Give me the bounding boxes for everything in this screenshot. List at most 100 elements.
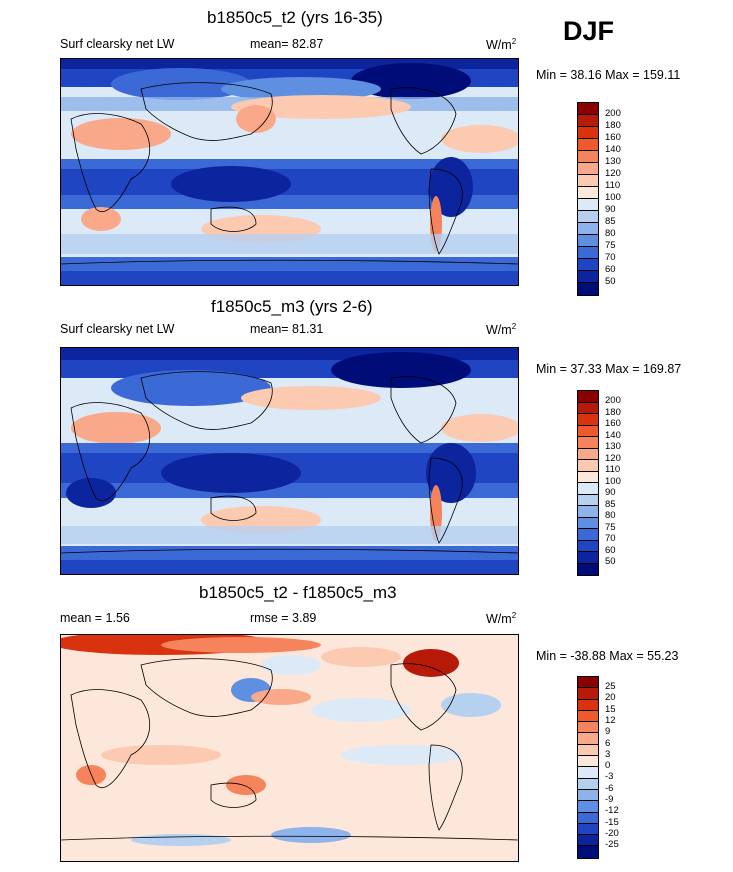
panel1-colorbar-swatch — [578, 127, 598, 139]
panel3-colorbar-tick: -3 — [605, 771, 614, 783]
panel1-colorbar-swatch — [578, 247, 598, 259]
panel1-colorbar-swatch — [578, 139, 598, 151]
panel1-mean-label: mean= 82.87 — [250, 37, 324, 51]
panel3-colorbar-swatch — [578, 722, 598, 734]
panel1-colorbar-swatch — [578, 115, 598, 127]
panel2-colorbar-swatch — [578, 471, 598, 483]
panel2-colorbar-swatch — [578, 402, 598, 414]
panel2-colorbar-swatch — [578, 414, 598, 426]
panel1-colorbar-tick: 90 — [605, 204, 616, 215]
panel1-colorbar-swatch — [578, 271, 598, 283]
panel2-colorbar-tick: 70 — [605, 533, 616, 544]
panel2-colorbar-swatch — [578, 437, 598, 449]
panel3-title: b1850c5_t2 - f1850c5_m3 — [199, 583, 397, 602]
panel2-colorbar-swatch — [578, 529, 598, 541]
panel3-colorbar-tick: 20 — [605, 692, 616, 704]
panel2-colorbar-swatch — [578, 448, 598, 460]
panel3-colorbar-tick: 0 — [605, 760, 611, 772]
panel2-colorbar — [577, 390, 599, 576]
panel1-colorbar-tick: 50 — [605, 276, 616, 287]
panel2-map — [60, 347, 519, 575]
panel2-colorbar-tick: 140 — [605, 429, 621, 441]
panel1-colorbar-tick: 70 — [605, 252, 616, 263]
panel1-colorbar-swatch — [578, 259, 598, 271]
panel2-colorbar-tick: 90 — [605, 487, 616, 498]
panel3-colorbar-swatch — [578, 767, 598, 779]
panel1-colorbar-swatch — [578, 199, 598, 211]
panel3-colorbar-swatch — [578, 677, 598, 689]
panel1-colorbar-tick: 120 — [605, 168, 621, 179]
panel2-colorbar-tick: 75 — [605, 521, 616, 533]
panel3-colorbar-swatch — [578, 778, 598, 790]
panel1-colorbar-swatch — [578, 211, 598, 223]
panel1-colorbar-swatch — [578, 283, 598, 295]
panel1-minmax: Min = 38.16 Max = 159.11 — [536, 68, 681, 82]
panel1-colorbar-swatch — [578, 223, 598, 235]
panel1-colorbar-swatch — [578, 163, 598, 175]
panel2-minmax: Min = 37.33 Max = 169.87 — [536, 362, 682, 376]
panel1-colorbar-tick: 130 — [605, 156, 621, 167]
panel3-colorbar-swatch — [578, 688, 598, 700]
panel1-colorbar-tick: 75 — [605, 240, 616, 251]
panel1-map — [60, 58, 519, 286]
panel3-colorbar-swatch — [578, 835, 598, 847]
panel3-colorbar-tick: -15 — [605, 816, 619, 828]
panel3-colorbar-tick: 15 — [605, 703, 616, 715]
panel3-mean-label: mean = 1.56 — [60, 611, 130, 625]
panel3-colorbar-tick: -25 — [605, 839, 619, 851]
panel1-colorbar-tick: 160 — [605, 132, 621, 143]
panel2-title: f1850c5_m3 (yrs 2-6) — [211, 297, 373, 316]
panel1-colorbar-tick: 200 — [605, 108, 621, 119]
panel2-colorbar-swatch — [578, 552, 598, 564]
panel2-colorbar-swatch — [578, 391, 598, 403]
panel1-colorbar-swatch — [578, 235, 598, 247]
panel2-colorbar-swatch — [578, 540, 598, 552]
panel2-colorbar-tick: 80 — [605, 510, 616, 521]
panel3-colorbar-swatch — [578, 789, 598, 802]
panel2-colorbar-swatch — [578, 483, 598, 495]
panel1-units: W/m2 — [486, 37, 517, 53]
panel1-colorbar-tick: 140 — [605, 144, 621, 155]
panel3-colorbar-tick: 3 — [605, 748, 611, 760]
panel3-colorbar-tick: -6 — [605, 782, 614, 794]
panel3-map — [60, 634, 519, 862]
panel3-colorbar-tick: -12 — [605, 805, 619, 817]
panel2-colorbar-tick: 100 — [605, 475, 621, 487]
panel2-colorbar-tick: 85 — [605, 498, 616, 510]
panel2-variable-label: Surf clearsky net LW — [60, 322, 175, 336]
panel2-colorbar-tick: 50 — [605, 556, 616, 567]
panel3-colorbar-swatch — [578, 744, 598, 757]
panel1-colorbar-tick: 60 — [605, 264, 616, 275]
panel3-colorbar-swatch — [578, 733, 598, 745]
panel2-colorbar-tick: 120 — [605, 452, 621, 464]
panel2-colorbar-tick: 160 — [605, 418, 621, 429]
panel1-colorbar-tick: 110 — [605, 180, 621, 191]
panel3-colorbar-tick: 25 — [605, 681, 616, 692]
panel3-colorbar-tick: -9 — [605, 794, 614, 805]
panel3-colorbar-tick: -20 — [605, 827, 619, 839]
panel3-colorbar-swatch — [578, 756, 598, 768]
panel2-colorbar-tick: 110 — [605, 464, 621, 475]
panel3-colorbar — [577, 676, 599, 859]
panel1-colorbar-swatch — [578, 151, 598, 163]
panel3-rmse-label: rmse = 3.89 — [250, 611, 317, 625]
panel3-minmax: Min = -38.88 Max = 55.23 — [536, 649, 679, 663]
panel2-colorbar-swatch — [578, 460, 598, 472]
panel3-colorbar-tick: 9 — [605, 726, 611, 738]
panel2-colorbar-swatch — [578, 425, 598, 437]
panel1-colorbar-tick: 180 — [605, 120, 621, 131]
panel3-colorbar-swatch — [578, 710, 598, 723]
panel2-colorbar-tick: 180 — [605, 406, 621, 418]
panel2-colorbar-tick: 130 — [605, 441, 621, 452]
panel2-colorbar-swatch — [578, 563, 598, 575]
panel1-colorbar-tick: 85 — [605, 216, 616, 227]
panel3-colorbar-swatch — [578, 699, 598, 711]
panel3-colorbar-swatch — [578, 812, 598, 824]
panel1-colorbar-tick: 80 — [605, 228, 616, 239]
season-label: DJF — [563, 16, 615, 46]
panel1-variable-label: Surf clearsky net LW — [60, 37, 175, 51]
panel2-mean-label: mean= 81.31 — [250, 322, 324, 336]
panel3-colorbar-tick: 12 — [605, 714, 616, 726]
panel2-colorbar-swatch — [578, 494, 598, 506]
panel1-colorbar-swatch — [578, 175, 598, 187]
